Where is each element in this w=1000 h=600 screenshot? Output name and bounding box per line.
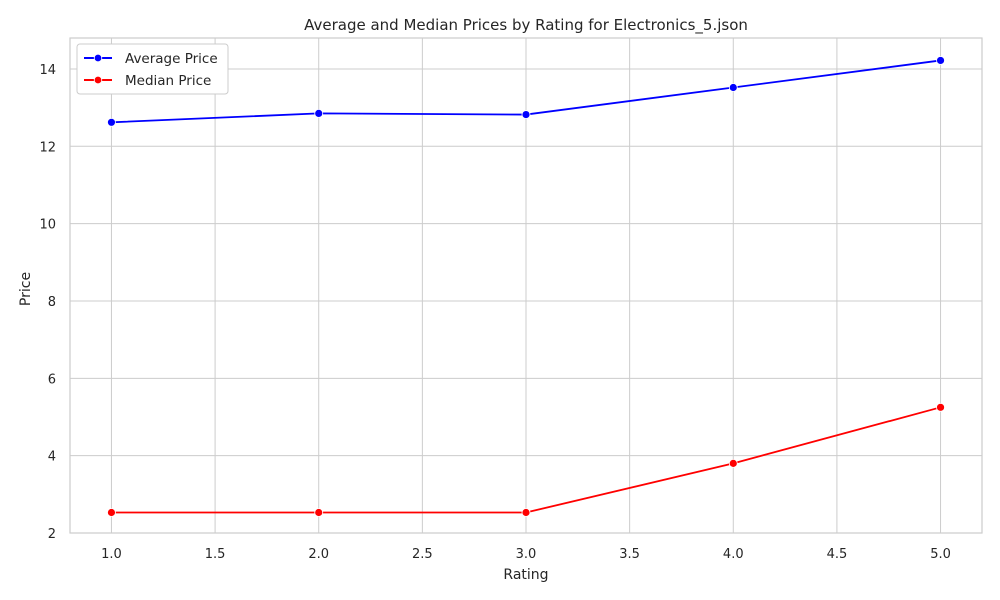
legend-swatch-marker-median	[93, 75, 103, 85]
average-price-point	[314, 109, 324, 118]
series-group	[107, 56, 945, 517]
x-tick-labels: 1.0 1.5 2.0 2.5 3.0 3.5 4.0 4.5 5.0	[101, 547, 951, 562]
y-tick-label: 12	[39, 140, 56, 155]
average-price-point	[107, 117, 116, 127]
y-tick-label: 8	[48, 295, 56, 310]
x-tick-label: 3.0	[516, 547, 537, 562]
average-price-point	[521, 110, 531, 119]
y-tick-label: 14	[39, 63, 56, 78]
legend-label-median-price: Median Price	[125, 73, 211, 89]
x-tick-label: 4.5	[827, 547, 848, 562]
average-price-point	[728, 83, 738, 92]
x-axis-label: Rating	[503, 567, 548, 583]
y-axis-label: Price	[18, 272, 34, 306]
legend-swatch-marker-average	[93, 53, 103, 63]
x-tick-label: 4.0	[723, 547, 744, 562]
average-price-point	[936, 56, 945, 65]
x-tick-label: 1.0	[101, 547, 122, 562]
median-price-point	[936, 402, 945, 412]
x-tick-label: 2.0	[308, 547, 329, 562]
median-price-point	[521, 508, 531, 517]
y-tick-labels: 2 4 6 8 10 12 14	[39, 63, 56, 542]
plot-frame	[69, 37, 983, 534]
x-tick-label: 5.0	[930, 547, 951, 562]
x-tick-label: 2.5	[412, 547, 433, 562]
y-tick-label: 10	[39, 218, 56, 233]
y-tick-label: 4	[48, 450, 56, 465]
median-price-point	[728, 458, 738, 468]
legend-box	[76, 43, 229, 95]
x-tick-label: 1.5	[205, 547, 226, 562]
chart-title: Average and Median Prices by Rating for …	[304, 16, 748, 35]
x-tick-label: 3.5	[619, 547, 640, 562]
y-tick-label: 2	[48, 527, 56, 542]
median-price-point	[107, 508, 116, 517]
legend-label-average-price: Average Price	[125, 51, 218, 67]
legend: Average Price Median Price	[76, 43, 229, 95]
y-tick-label: 6	[48, 372, 56, 387]
median-price-point	[314, 508, 324, 517]
